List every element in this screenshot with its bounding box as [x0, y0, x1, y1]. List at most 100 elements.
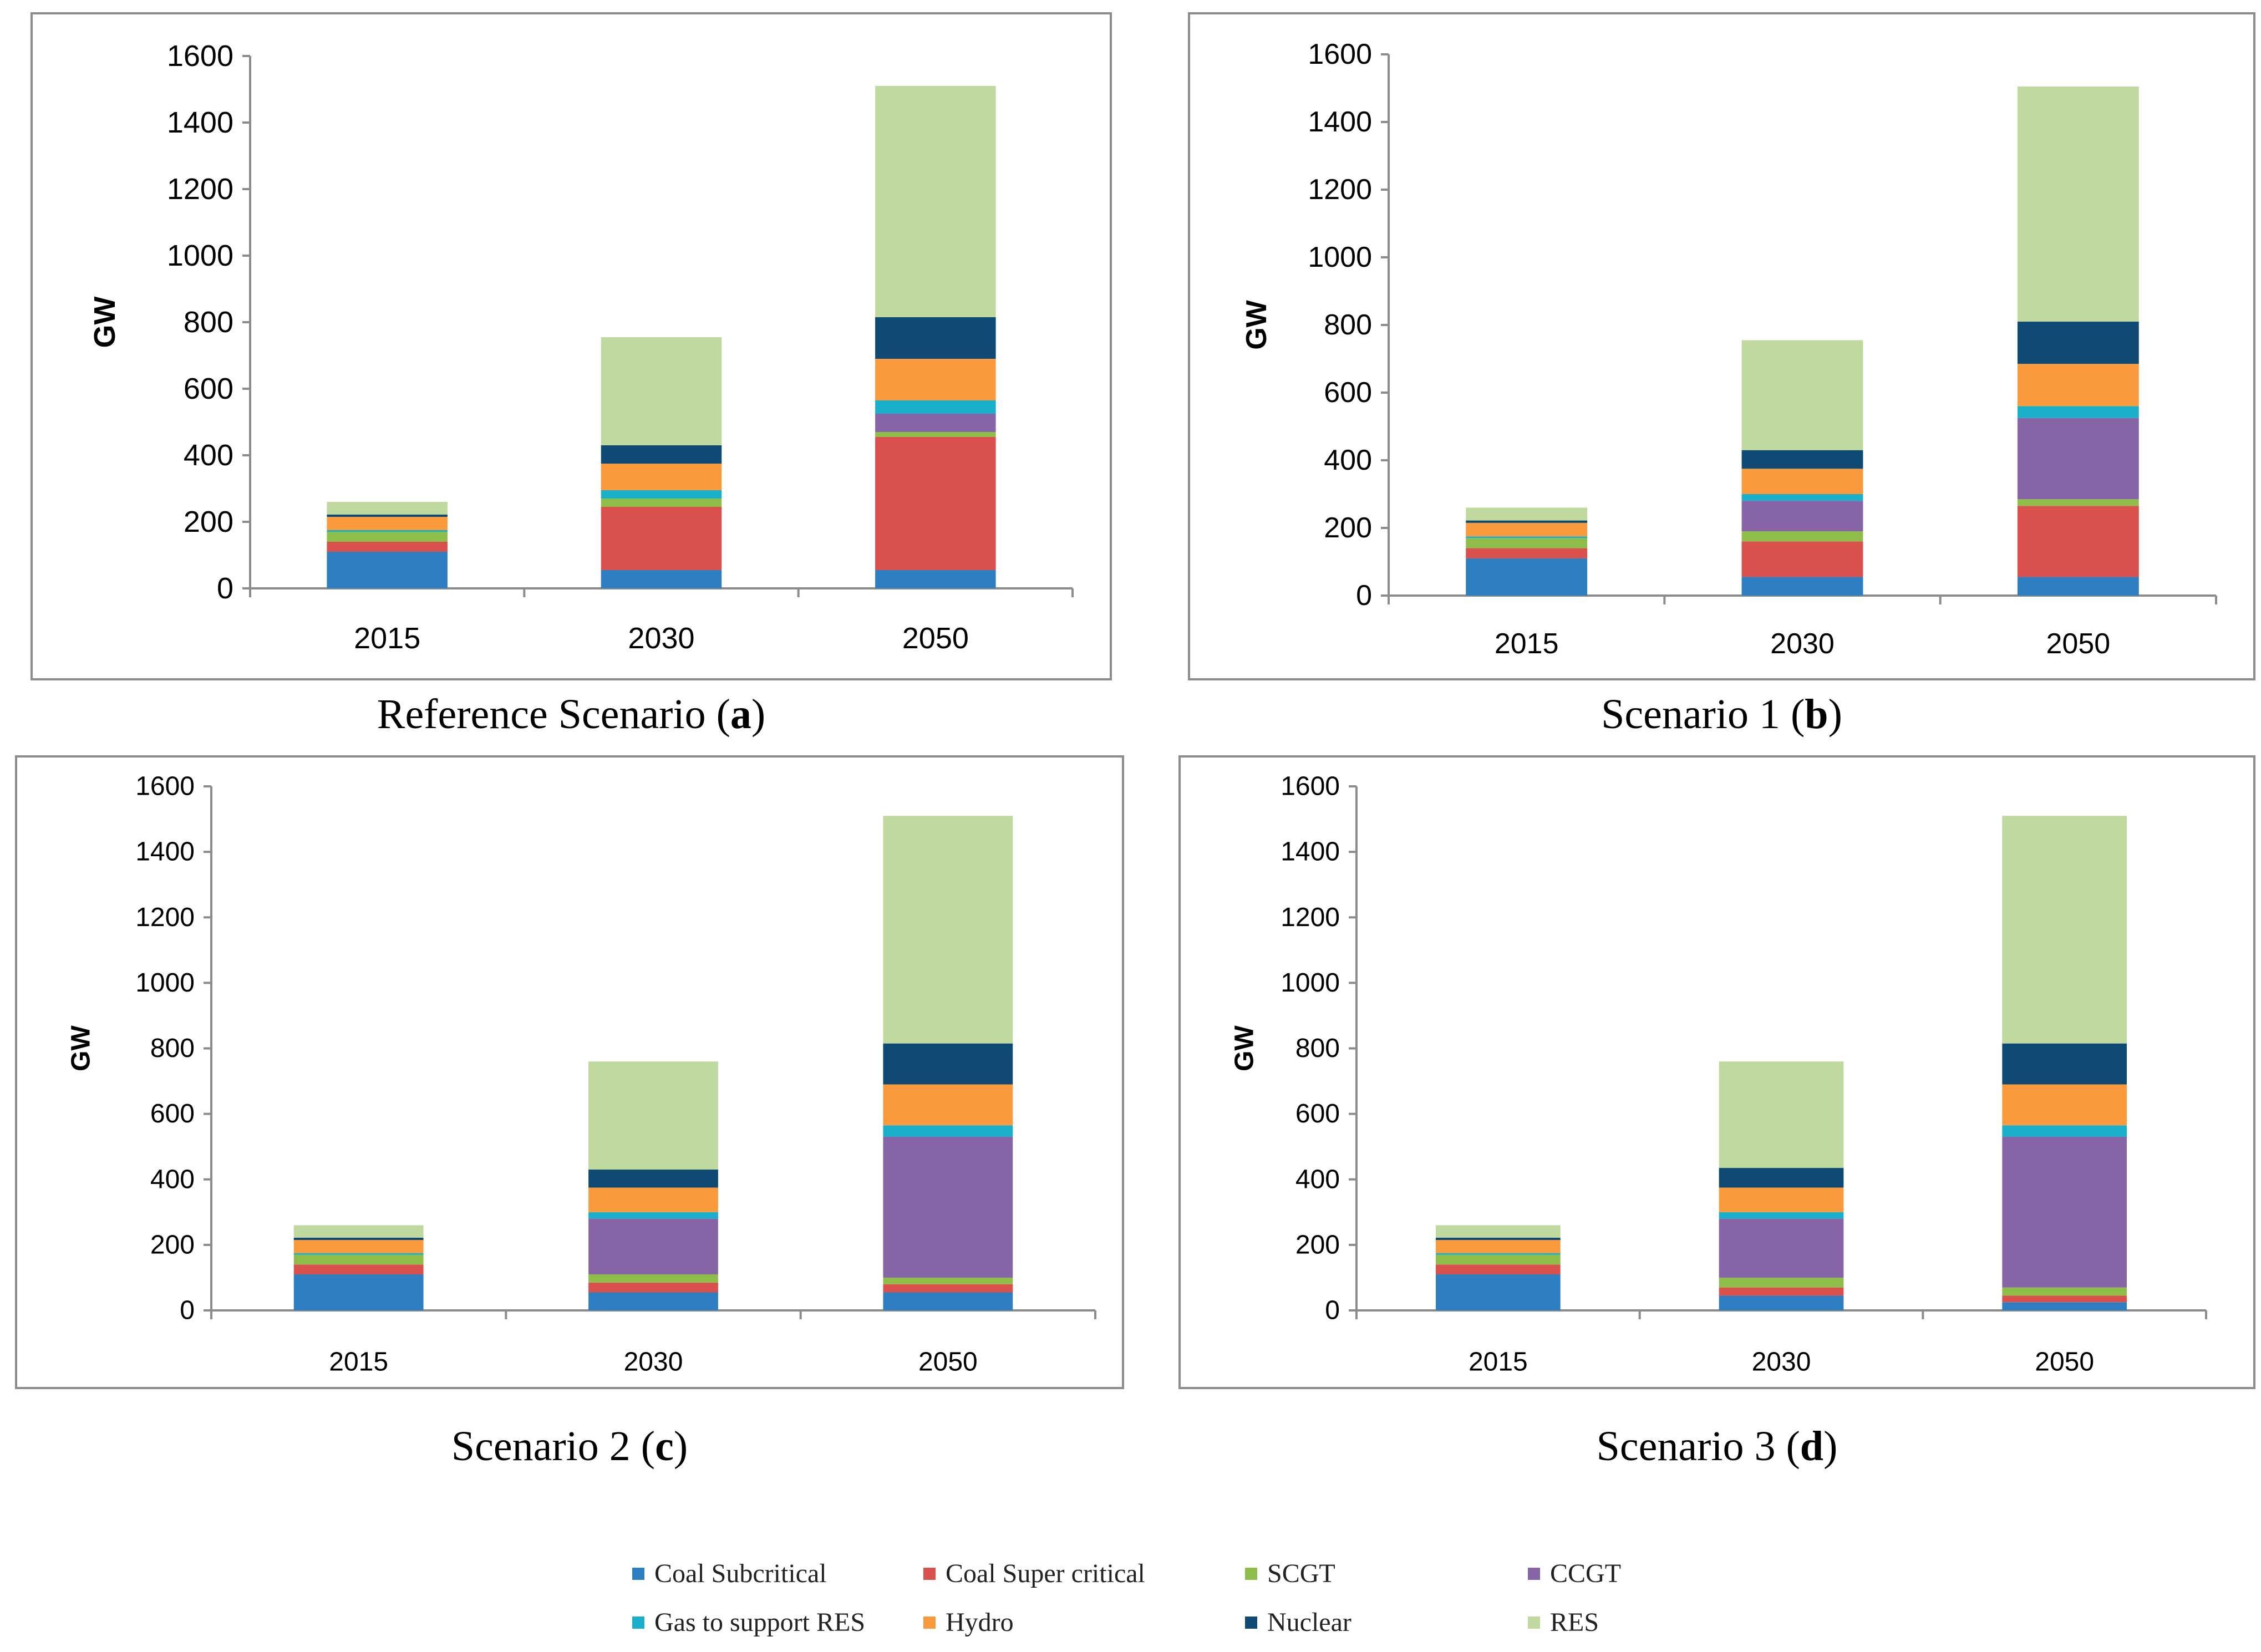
bar-segment: [1741, 577, 1863, 596]
legend-swatch: [632, 1567, 644, 1580]
bar-segment: [883, 1292, 1013, 1310]
bar-segment: [883, 816, 1013, 1044]
legend-item-coal-subcritical: Coal Subcritical: [632, 1558, 827, 1589]
bar-segment: [1719, 1168, 1844, 1188]
bar-segment: [1719, 1218, 1844, 1278]
y-axis-label: GW: [1241, 299, 1273, 349]
bar-segment: [327, 530, 448, 532]
chart-svg: 0 200 400 600 800 1000 1200 1400 1600 GW 2015 2030 2…: [88, 39, 1074, 655]
bar-segment: [883, 1043, 1013, 1085]
y-tick-label: 400: [150, 1165, 195, 1194]
legend-swatch: [632, 1616, 644, 1629]
y-tick-label: 1200: [135, 903, 195, 932]
bar-segment: [1435, 1264, 1561, 1275]
bar-segment: [2017, 86, 2139, 322]
legend-item-coal-super-critical: Coal Super critical: [923, 1558, 1145, 1589]
bar-segment: [588, 1212, 718, 1219]
bar-segment: [2017, 499, 2139, 506]
y-tick-label: 800: [150, 1034, 195, 1063]
legend-swatch: [923, 1616, 936, 1629]
bar-segment: [293, 1225, 424, 1238]
bar-segment: [2002, 1043, 2127, 1085]
legend-swatch: [1245, 1567, 1257, 1580]
bar-segment: [1719, 1295, 1844, 1310]
y-axis-label: GW: [1230, 1025, 1259, 1071]
chart-panel-reference: 0 200 400 600 800 1000 1200 1400 1600 GW 2015 2030 2…: [31, 12, 1112, 680]
x-tick-label: 2015: [354, 622, 420, 655]
y-tick-label: 400: [1324, 444, 1372, 476]
y-tick-label: 1400: [167, 106, 233, 139]
bar-segment: [601, 445, 722, 464]
bar-segment: [1741, 340, 1863, 450]
bar-segment: [327, 517, 448, 530]
bar-segment: [875, 86, 996, 317]
bar-segment: [293, 1264, 424, 1275]
legend-item-gas-to-support-res: Gas to support RES: [632, 1607, 865, 1638]
x-tick-label: 2050: [902, 622, 969, 655]
x-tick-label: 2050: [2046, 628, 2110, 660]
legend-item-hydro: Hydro: [923, 1607, 1014, 1638]
y-tick-label: 200: [1324, 512, 1372, 544]
y-tick-label: 0: [180, 1296, 195, 1325]
bar-segment: [2002, 1302, 2127, 1310]
caption-reference-scenario: Reference Scenario (a): [377, 691, 766, 738]
bar-segment: [588, 1282, 718, 1293]
bar-segment: [2017, 577, 2139, 596]
bar-segment: [875, 570, 996, 588]
y-tick-label: 1000: [167, 239, 233, 272]
bar-segment: [1466, 548, 1588, 558]
chart-svg: 0 200 400 600 800 1000 1200 1400 1600 GW 2015 2030 2…: [67, 772, 1096, 1377]
y-tick-label: 1000: [135, 968, 195, 998]
bar-segment: [1719, 1212, 1844, 1219]
y-tick-label: 200: [1295, 1230, 1340, 1259]
y-axis-label: GW: [88, 296, 121, 348]
bar-segment: [601, 507, 722, 570]
bar-segment: [293, 1253, 424, 1255]
legend-swatch: [1528, 1616, 1540, 1629]
y-tick-label: 400: [184, 439, 233, 472]
bar-segment: [327, 532, 448, 542]
bar-segment: [588, 1061, 718, 1170]
bar-segment: [883, 1084, 1013, 1126]
x-tick-label: 2015: [1495, 628, 1559, 660]
legend-label: Gas to support RES: [654, 1608, 866, 1637]
chart-svg: 0 200 400 600 800 1000 1200 1400 1600 GW 2015 2030 2…: [1241, 38, 2217, 660]
bar-segment: [2002, 1136, 2127, 1288]
legend-label: Hydro: [946, 1608, 1014, 1637]
bar-segment: [1741, 450, 1863, 469]
bar-segment: [1466, 536, 1588, 538]
bar-segment: [875, 359, 996, 400]
bar-segment: [1435, 1253, 1561, 1255]
legend-item-ccgt: CCGT: [1528, 1558, 1621, 1589]
bar-segment: [875, 317, 996, 359]
bar-segment: [1719, 1277, 1844, 1288]
caption-scenario-2: Scenario 2 (c): [451, 1423, 688, 1470]
bar-segment: [875, 437, 996, 570]
legend-label: Coal Super critical: [946, 1559, 1145, 1588]
bar-segment: [2002, 1287, 2127, 1296]
x-tick-label: 2030: [1752, 1348, 1811, 1377]
y-tick-label: 1600: [1281, 772, 1340, 801]
bar-segment: [1741, 501, 1863, 532]
chart-svg: 0 200 400 600 800 1000 1200 1400 1600 GW 2015 2030 2…: [1230, 772, 2207, 1377]
x-tick-label: 2015: [329, 1348, 388, 1377]
bar-segment: [588, 1274, 718, 1283]
bar-segment: [2017, 418, 2139, 500]
bar-segment: [1435, 1225, 1561, 1238]
y-tick-label: 0: [1356, 580, 1372, 612]
y-tick-label: 1400: [1281, 837, 1340, 867]
bar-segment: [1435, 1237, 1561, 1241]
bar-segment: [588, 1218, 718, 1275]
bar-segment: [883, 1136, 1013, 1278]
bar-segment: [601, 490, 722, 499]
legend-label: CCGT: [1550, 1559, 1622, 1588]
legend-label: SCGT: [1267, 1559, 1335, 1588]
bar-segment: [1466, 520, 1588, 523]
bar-segment: [588, 1187, 718, 1212]
y-tick-label: 1400: [1308, 106, 1372, 138]
legend-swatch: [923, 1567, 936, 1580]
chart-panel-scenario-3: 0 200 400 600 800 1000 1200 1400 1600 GW 2015 2030 2…: [1178, 755, 2255, 1389]
bar-segment: [588, 1170, 718, 1188]
chart-panel-scenario-2: 0 200 400 600 800 1000 1200 1400 1600 GW 2015 2030 2…: [15, 755, 1124, 1389]
bar-segment: [2002, 1125, 2127, 1137]
